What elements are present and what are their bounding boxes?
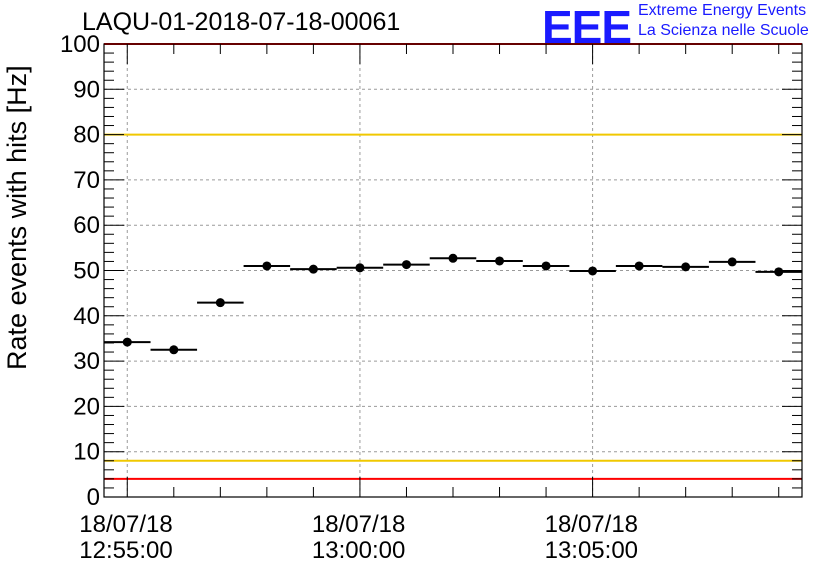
grid-lines	[104, 44, 802, 497]
y-tick-label: 80	[73, 122, 100, 149]
logo-line-2: La Scienza nelle Scuole	[638, 22, 809, 39]
x-tick-date-label: 18/07/18	[79, 511, 172, 538]
data-point	[495, 256, 505, 266]
data-point	[774, 267, 784, 277]
data-point	[541, 261, 551, 271]
y-tick-label: 20	[73, 393, 100, 420]
y-tick-label: 100	[60, 31, 100, 58]
x-tick-date-label: 18/07/18	[545, 511, 638, 538]
y-tick-label: 50	[73, 258, 100, 285]
data-point	[588, 266, 598, 276]
x-tick-date-label: 18/07/18	[312, 511, 405, 538]
data-point	[169, 345, 179, 355]
y-tick-label: 10	[73, 439, 100, 466]
y-tick-label: 70	[73, 167, 100, 194]
data-point	[355, 263, 365, 273]
data-point	[681, 262, 691, 272]
chart-title: LAQU-01-2018-07-18-00061	[82, 8, 401, 36]
data-point	[727, 257, 737, 267]
data-point	[401, 260, 411, 270]
data-point	[122, 337, 132, 347]
x-tick-time-label: 13:05:00	[545, 537, 638, 564]
logo-line-1: Extreme Energy Events	[638, 2, 807, 19]
data-point	[215, 298, 225, 308]
data-point	[308, 264, 318, 274]
axis-ticks: 010203040506070809010018/07/1812:55:0018…	[60, 31, 802, 564]
y-tick-label: 0	[87, 484, 100, 511]
data-points	[104, 253, 802, 355]
data-point	[634, 261, 644, 271]
y-tick-label: 40	[73, 303, 100, 330]
data-point	[262, 261, 272, 271]
x-tick-time-label: 12:55:00	[79, 537, 172, 564]
y-tick-label: 90	[73, 76, 100, 103]
y-tick-label: 30	[73, 348, 100, 375]
x-tick-time-label: 13:00:00	[312, 537, 405, 564]
y-tick-label: 60	[73, 212, 100, 239]
data-point	[448, 253, 458, 263]
